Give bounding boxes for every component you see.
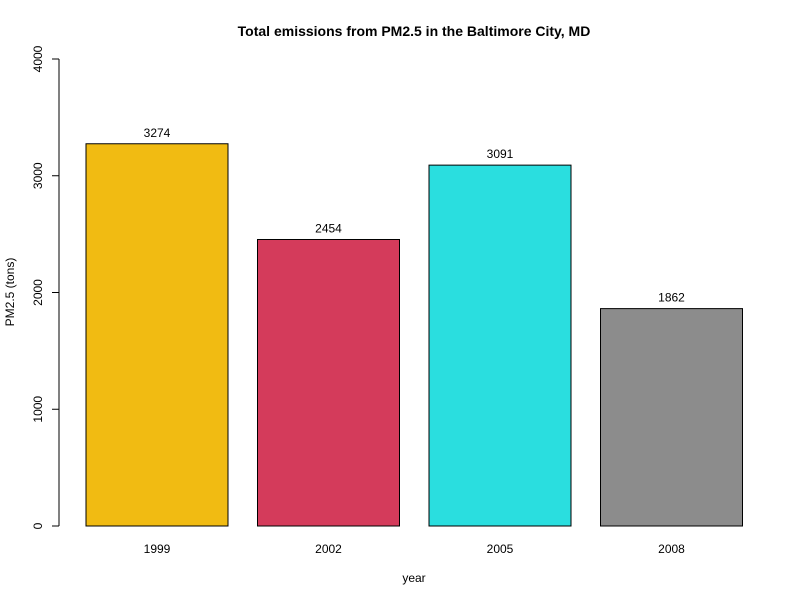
- data-label-2008: 1862: [658, 291, 685, 305]
- data-label-2002: 2454: [315, 221, 342, 235]
- data-labels-group: 3274 2454 3091 1862: [144, 126, 686, 305]
- chart-title: Total emissions from PM2.5 in the Baltim…: [238, 23, 591, 39]
- bar-2008: [600, 308, 743, 527]
- x-tick-labels-group: 1999 2002 2005 2008: [144, 542, 686, 556]
- y-tick-label: 3000: [31, 162, 45, 189]
- data-label-2005: 3091: [487, 147, 514, 161]
- x-axis-label: year: [402, 571, 425, 585]
- y-tick-label: 0: [31, 522, 45, 529]
- bar-1999: [85, 143, 229, 527]
- y-tick-label: 1000: [31, 396, 45, 423]
- bar-2005: [428, 164, 572, 527]
- x-tick-label-1999: 1999: [144, 542, 171, 556]
- y-axis: 0 1000 2000 3000 4000: [31, 45, 60, 529]
- y-tick-label: 4000: [31, 45, 45, 72]
- y-tick-label: 2000: [31, 279, 45, 306]
- data-label-1999: 3274: [144, 126, 171, 140]
- x-tick-label-2005: 2005: [487, 542, 514, 556]
- bars-group: [85, 143, 743, 527]
- x-tick-label-2008: 2008: [658, 542, 685, 556]
- x-tick-label-2002: 2002: [315, 542, 342, 556]
- bar-2002: [257, 238, 400, 527]
- y-axis-label: PM2.5 (tons): [3, 258, 17, 327]
